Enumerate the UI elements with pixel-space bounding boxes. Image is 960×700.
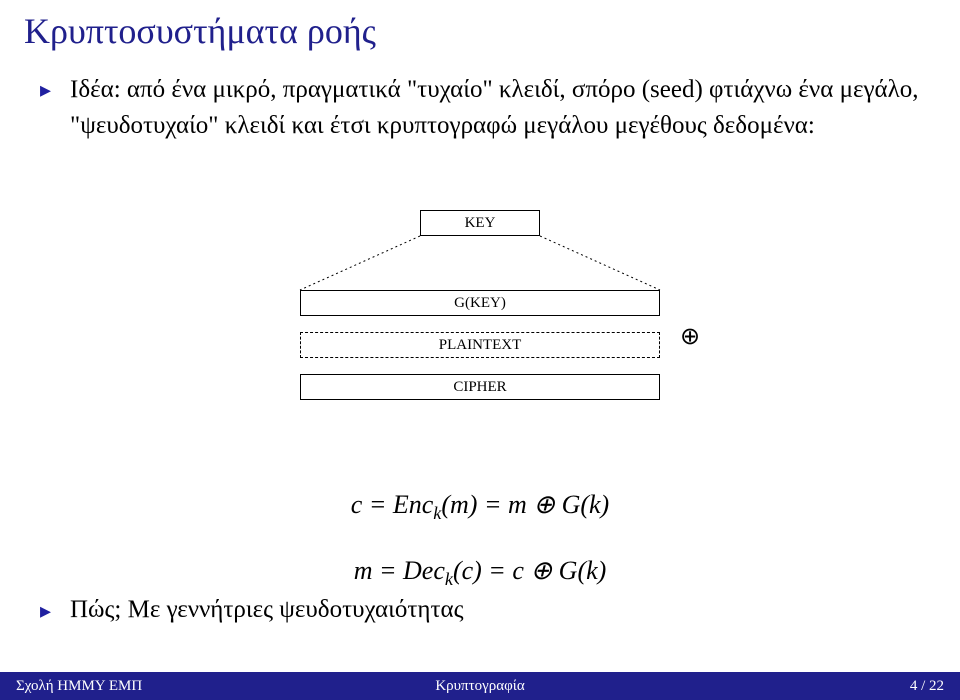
equation-decrypt: m = Deck(c) = c ⊕ G(k): [0, 556, 960, 590]
cipher-label: CIPHER: [453, 379, 506, 396]
key-box: KEY: [420, 210, 540, 236]
eq2-mid: (c) = c ⊕ G(k): [453, 556, 606, 585]
cipher-box: CIPHER: [300, 374, 660, 400]
stream-cipher-diagram: KEY G(KEY) PLAINTEXT CIPHER ⊕: [0, 210, 960, 510]
eq2-lhs: m = Dec: [354, 556, 445, 585]
equation-encrypt: c = Enck(m) = m ⊕ G(k): [0, 490, 960, 524]
eq1-lhs: c = Enc: [351, 490, 434, 519]
gkey-box: G(KEY): [300, 290, 660, 316]
footer-left: Σχολή ΗΜΜΥ ΕΜΠ: [16, 678, 142, 695]
key-label: KEY: [465, 215, 496, 232]
plaintext-label: PLAINTEXT: [439, 337, 522, 354]
footer-right: 4 / 22: [910, 678, 944, 695]
eq2-sub: k: [445, 569, 453, 589]
footer-bar: Σχολή ΗΜΜΥ ΕΜΠ Κρυπτογραφία 4 / 22: [0, 672, 960, 700]
gkey-label: G(KEY): [454, 295, 506, 312]
slide: Κρυπτοσυστήματα ροής Ιδέα: από ένα μικρό…: [0, 0, 960, 700]
plaintext-box: PLAINTEXT: [300, 332, 660, 358]
xor-symbol: ⊕: [680, 322, 700, 351]
slide-title: Κρυπτοσυστήματα ροής: [24, 10, 376, 52]
footer-center: Κρυπτογραφία: [0, 678, 960, 695]
diagram-lines: [0, 210, 960, 510]
bullet-idea: Ιδέα: από ένα μικρό, πραγματικά "τυχαίο"…: [40, 72, 920, 145]
eq1-mid: (m) = m ⊕ G(k): [441, 490, 609, 519]
bullet-how: Πώς; Με γεννήτριες ψευδοτυχαιότητας: [40, 596, 464, 624]
content-area: Ιδέα: από ένα μικρό, πραγματικά "τυχαίο"…: [40, 72, 920, 149]
